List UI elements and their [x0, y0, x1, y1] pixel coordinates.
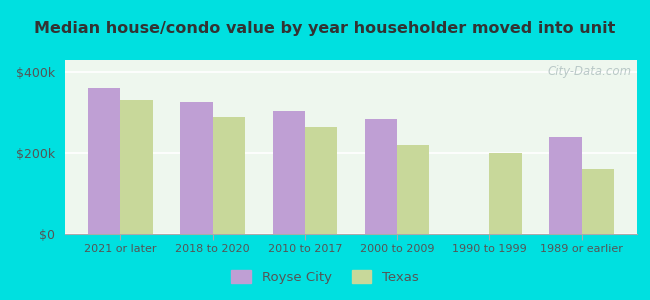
Bar — [213, 117, 245, 234]
Bar — [180, 103, 213, 234]
Legend: Royse City, Texas: Royse City, Texas — [225, 263, 425, 290]
Text: Median house/condo value by year householder moved into unit: Median house/condo value by year househo… — [34, 21, 616, 36]
Bar — [365, 119, 397, 234]
Bar — [272, 111, 305, 234]
Bar — [88, 88, 120, 234]
Text: City-Data.com: City-Data.com — [547, 65, 631, 78]
Bar — [305, 127, 337, 234]
Bar — [489, 153, 522, 234]
Bar — [549, 137, 582, 234]
Bar — [120, 100, 153, 234]
Bar — [397, 145, 430, 234]
Bar — [582, 169, 614, 234]
